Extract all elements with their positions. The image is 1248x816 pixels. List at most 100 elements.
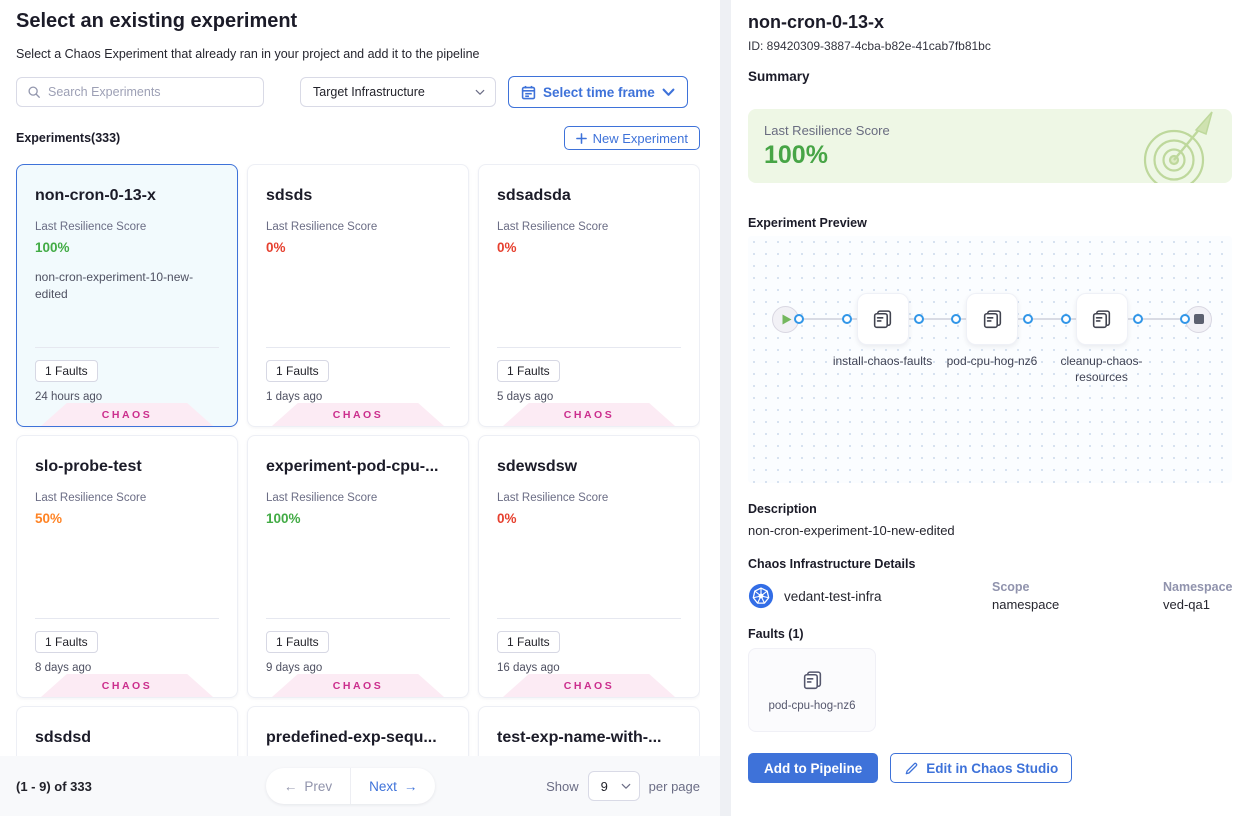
- chevron-down-icon: [662, 88, 675, 97]
- add-to-pipeline-button[interactable]: Add to Pipeline: [748, 753, 879, 783]
- experiment-card[interactable]: slo-probe-test Last Resilience Score 50%…: [16, 435, 238, 698]
- detail-actions: Add to Pipeline Edit in Chaos Studio: [748, 753, 1232, 783]
- next-page-button[interactable]: Next →: [351, 768, 435, 804]
- faults-heading: Faults (1): [748, 627, 804, 641]
- fault-card[interactable]: pod-cpu-hog-nz6: [748, 648, 876, 732]
- connector-port: [1132, 314, 1143, 324]
- pager-divider: [350, 768, 352, 804]
- card-divider: [35, 347, 219, 348]
- experiment-card-title: predefined-exp-sequ...: [266, 729, 437, 746]
- search-input[interactable]: [48, 85, 253, 99]
- score-value: 0%: [497, 511, 517, 526]
- pipeline-step: cleanup-chaos-resources: [1060, 293, 1143, 384]
- chaos-badge: CHAOS: [41, 403, 213, 426]
- connector-port: [913, 314, 924, 324]
- experiment-card-title: sdsadsda: [497, 187, 571, 204]
- score-label: Last Resilience Score: [497, 492, 609, 504]
- experiment-card[interactable]: sdsdsd: [16, 706, 238, 756]
- connector-port: [1023, 314, 1033, 324]
- last-run-time: 24 hours ago: [35, 391, 103, 403]
- time-frame-button[interactable]: Select time frame: [508, 76, 688, 108]
- card-divider: [266, 618, 450, 619]
- experiment-card[interactable]: sdsds Last Resilience Score 0% 1 Faults …: [247, 164, 469, 427]
- last-run-time: 8 days ago: [35, 662, 92, 674]
- edit-in-chaos-studio-button[interactable]: Edit in Chaos Studio: [890, 753, 1073, 783]
- per-page-label: per page: [648, 778, 700, 794]
- next-label: Next: [369, 778, 397, 794]
- last-run-time: 1 days ago: [266, 391, 323, 403]
- experiment-card-title: sdsdsd: [35, 729, 92, 746]
- calendar-icon: [521, 85, 536, 100]
- pencil-icon: [904, 761, 919, 776]
- stop-icon: [1193, 314, 1204, 324]
- target-infrastructure-select[interactable]: Target Infrastructure: [300, 77, 496, 107]
- score-value: 0%: [266, 240, 286, 255]
- score-label: Last Resilience Score: [497, 221, 609, 233]
- edit-in-chaos-studio-label: Edit in Chaos Studio: [926, 760, 1059, 776]
- experiment-card-title: non-cron-0-13-x: [35, 187, 156, 204]
- fault-name: pod-cpu-hog-nz6: [768, 699, 856, 712]
- experiment-preview-canvas: install-chaos-faults pod-cpu-hog-nz6: [748, 236, 1232, 483]
- score-value: 100%: [35, 240, 70, 255]
- arrow-right-icon: →: [403, 778, 418, 794]
- target-infrastructure-value: Target Infrastructure: [313, 85, 425, 99]
- score-value: 0%: [497, 240, 517, 255]
- new-experiment-button[interactable]: New Experiment: [563, 126, 700, 150]
- page-size-select[interactable]: 9: [587, 771, 640, 801]
- description-heading: Description: [748, 502, 817, 516]
- experiment-card[interactable]: sdewsdsw Last Resilience Score 0% 1 Faul…: [478, 435, 700, 698]
- faults-badge: 1 Faults: [35, 631, 98, 653]
- show-label: Show: [546, 778, 579, 794]
- play-icon: [782, 314, 792, 325]
- card-divider: [497, 618, 681, 619]
- filters-row: Target Infrastructure Select time frame: [16, 76, 700, 108]
- experiment-select-panel: Select an existing experiment Select a C…: [16, 10, 700, 804]
- search-box[interactable]: [16, 77, 264, 107]
- experiment-description: non-cron-experiment-10-new-edited: [35, 270, 194, 301]
- experiment-card[interactable]: non-cron-0-13-x Last Resilience Score 10…: [16, 164, 238, 427]
- namespace-value: ved-qa1: [1163, 597, 1210, 612]
- pipeline-edge: [1018, 318, 1076, 320]
- score-label: Last Resilience Score: [35, 221, 147, 233]
- fault-icon: [801, 669, 824, 692]
- fault-step-icon: [871, 308, 894, 331]
- last-run-time: 16 days ago: [497, 662, 560, 674]
- prev-page-button[interactable]: ← Prev: [266, 768, 350, 804]
- experiment-card[interactable]: test-exp-name-with-...: [478, 706, 700, 756]
- kubernetes-icon: [748, 583, 774, 609]
- experiment-card[interactable]: sdsadsda Last Resilience Score 0% 1 Faul…: [478, 164, 700, 427]
- list-header: Experiments(333) New Experiment: [16, 126, 700, 150]
- namespace-label: Namespace: [1163, 580, 1233, 594]
- pager: ← Prev Next →: [265, 768, 436, 804]
- step-node: [966, 293, 1018, 345]
- step-label: cleanup-chaos-resources: [1060, 354, 1143, 385]
- pipeline-end-node: [1180, 305, 1212, 333]
- fault-step-icon: [981, 308, 1004, 331]
- faults-badge: 1 Faults: [497, 360, 560, 382]
- experiment-card[interactable]: predefined-exp-sequ...: [247, 706, 469, 756]
- page-size-group: Show 9 per page: [546, 771, 700, 801]
- score-value: 50%: [35, 511, 63, 526]
- namespace-column: Namespace ved-qa1: [1163, 580, 1233, 612]
- detail-title: non-cron-0-13-x: [748, 12, 885, 32]
- experiment-card[interactable]: experiment-pod-cpu-... Last Resilience S…: [247, 435, 469, 698]
- experiment-card-title: slo-probe-test: [35, 458, 142, 475]
- faults-badge: 1 Faults: [35, 360, 98, 382]
- pipeline-step: pod-cpu-hog-nz6: [947, 293, 1037, 368]
- page-range: (1 - 9) of 333: [16, 778, 92, 794]
- prev-label: Prev: [304, 778, 333, 794]
- chevron-down-icon: [475, 89, 485, 96]
- experiment-list-area: Select an existing experiment Select a C…: [16, 10, 700, 756]
- card-divider: [35, 618, 219, 619]
- infrastructure-name-group: vedant-test-infra: [748, 583, 992, 609]
- last-run-time: 9 days ago: [266, 662, 323, 674]
- resilience-score-label: Last Resilience Score: [764, 123, 890, 138]
- card-divider: [497, 347, 681, 348]
- page-size-value: 9: [600, 778, 608, 794]
- score-label: Last Resilience Score: [35, 492, 147, 504]
- experiment-card-title: test-exp-name-with-...: [497, 729, 662, 746]
- faults-badge: 1 Faults: [266, 631, 329, 653]
- pipeline-edge: [1127, 318, 1185, 320]
- page-subtitle: Select a Chaos Experiment that already r…: [16, 47, 480, 61]
- infrastructure-name: vedant-test-infra: [784, 588, 882, 604]
